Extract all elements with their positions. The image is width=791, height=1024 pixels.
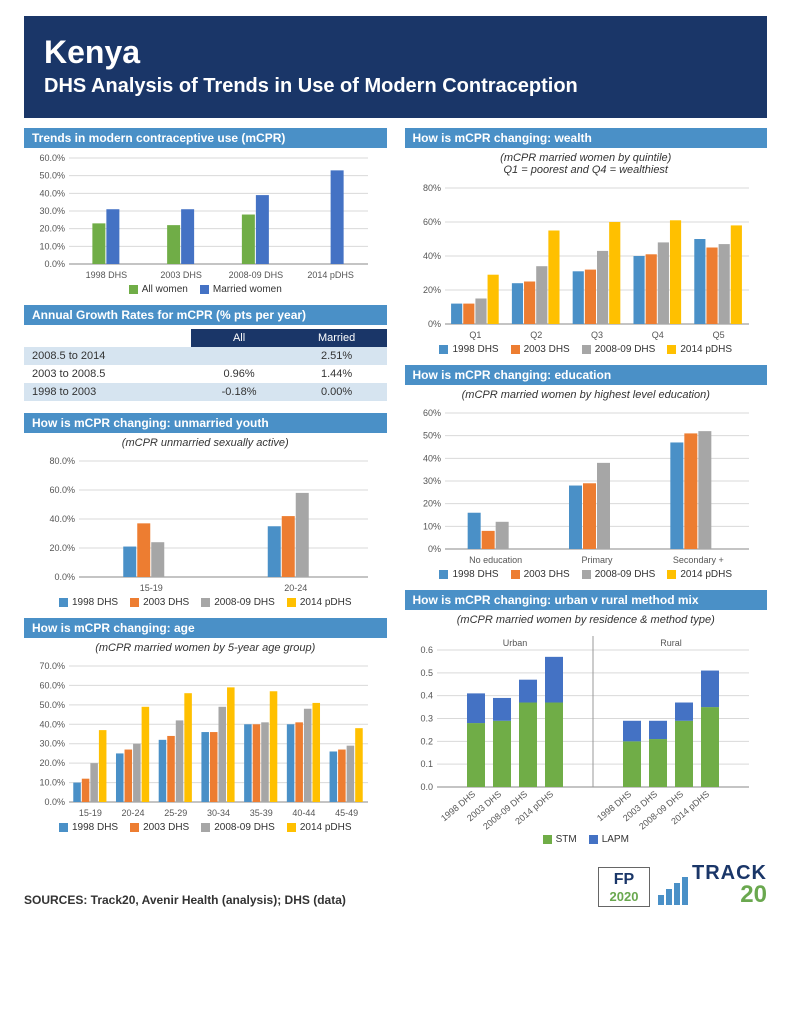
page-header: Kenya DHS Analysis of Trends in Use of M… bbox=[24, 16, 767, 118]
footer-logos: FP 2020 TRACK20 bbox=[598, 863, 767, 907]
page-footer: SOURCES: Track20, Avenir Health (analysi… bbox=[24, 863, 767, 907]
chart-youth: How is mCPR changing: unmarried youth (m… bbox=[24, 413, 387, 608]
svg-text:60%: 60% bbox=[422, 217, 440, 227]
svg-text:0.5: 0.5 bbox=[420, 668, 433, 678]
svg-text:40-44: 40-44 bbox=[292, 808, 315, 818]
svg-text:60.0%: 60.0% bbox=[49, 485, 75, 495]
svg-text:50.0%: 50.0% bbox=[39, 171, 65, 181]
content-columns: Trends in modern contraceptive use (mCPR… bbox=[24, 128, 767, 855]
svg-text:45-49: 45-49 bbox=[335, 808, 358, 818]
section-title: Trends in modern contraceptive use (mCPR… bbox=[24, 128, 387, 148]
track20-logo: TRACK20 bbox=[656, 863, 767, 907]
svg-text:40%: 40% bbox=[422, 453, 440, 463]
section-title: Annual Growth Rates for mCPR (% pts per … bbox=[24, 305, 387, 325]
section-title: How is mCPR changing: urban v rural meth… bbox=[405, 590, 768, 610]
chart-trends: Trends in modern contraceptive use (mCPR… bbox=[24, 128, 387, 295]
svg-text:30-34: 30-34 bbox=[207, 808, 230, 818]
svg-text:0.3: 0.3 bbox=[420, 714, 433, 724]
chart-wealth: How is mCPR changing: wealth (mCPR marri… bbox=[405, 128, 768, 355]
svg-text:15-19: 15-19 bbox=[79, 808, 102, 818]
section-title: How is mCPR changing: education bbox=[405, 365, 768, 385]
svg-text:40.0%: 40.0% bbox=[39, 188, 65, 198]
svg-text:30%: 30% bbox=[422, 476, 440, 486]
table-header-row: All Married bbox=[24, 329, 387, 347]
svg-text:10.0%: 10.0% bbox=[39, 778, 65, 788]
svg-text:Q5: Q5 bbox=[712, 330, 724, 340]
svg-text:25-29: 25-29 bbox=[164, 808, 187, 818]
svg-text:Q1: Q1 bbox=[469, 330, 481, 340]
svg-text:2003 DHS: 2003 DHS bbox=[160, 270, 202, 280]
svg-text:0%: 0% bbox=[427, 319, 440, 329]
section-title: How is mCPR changing: age bbox=[24, 618, 387, 638]
svg-text:20-24: 20-24 bbox=[284, 583, 307, 593]
svg-text:60.0%: 60.0% bbox=[39, 680, 65, 690]
svg-text:50%: 50% bbox=[422, 431, 440, 441]
growth-table-section: Annual Growth Rates for mCPR (% pts per … bbox=[24, 305, 387, 401]
svg-text:Q4: Q4 bbox=[651, 330, 663, 340]
svg-text:Q3: Q3 bbox=[590, 330, 602, 340]
svg-text:50.0%: 50.0% bbox=[39, 700, 65, 710]
svg-text:Rural: Rural bbox=[660, 638, 682, 648]
svg-text:10.0%: 10.0% bbox=[39, 241, 65, 251]
chart-subtitle: (mCPR unmarried sexually active) bbox=[24, 437, 387, 449]
svg-text:0%: 0% bbox=[427, 544, 440, 554]
chart-urban-rural: How is mCPR changing: urban v rural meth… bbox=[405, 590, 768, 845]
svg-text:0.1: 0.1 bbox=[420, 759, 433, 769]
fp2020-logo: FP 2020 bbox=[598, 867, 650, 907]
svg-text:0.0%: 0.0% bbox=[54, 572, 75, 582]
svg-text:No education: No education bbox=[469, 555, 522, 565]
svg-text:Q2: Q2 bbox=[530, 330, 542, 340]
svg-text:30.0%: 30.0% bbox=[39, 206, 65, 216]
chart-education: How is mCPR changing: education (mCPR ma… bbox=[405, 365, 768, 580]
svg-text:80.0%: 80.0% bbox=[49, 456, 75, 466]
svg-text:20%: 20% bbox=[422, 285, 440, 295]
svg-text:0.0%: 0.0% bbox=[44, 259, 65, 269]
svg-text:70.0%: 70.0% bbox=[39, 661, 65, 671]
page-subtitle: DHS Analysis of Trends in Use of Modern … bbox=[44, 75, 747, 98]
svg-text:2008-09 DHS: 2008-09 DHS bbox=[229, 270, 284, 280]
svg-text:Secondary +: Secondary + bbox=[672, 555, 723, 565]
svg-text:20.0%: 20.0% bbox=[39, 224, 65, 234]
section-title: How is mCPR changing: unmarried youth bbox=[24, 413, 387, 433]
chart-subtitle: (mCPR married women by residence & metho… bbox=[405, 614, 768, 626]
right-column: How is mCPR changing: wealth (mCPR marri… bbox=[405, 128, 768, 855]
svg-text:Primary: Primary bbox=[581, 555, 612, 565]
svg-text:40.0%: 40.0% bbox=[39, 719, 65, 729]
svg-text:80%: 80% bbox=[422, 183, 440, 193]
svg-text:2014 pDHS: 2014 pDHS bbox=[307, 270, 354, 280]
svg-text:0.0%: 0.0% bbox=[44, 797, 65, 807]
svg-text:0.6: 0.6 bbox=[420, 645, 433, 655]
chart-age: How is mCPR changing: age (mCPR married … bbox=[24, 618, 387, 833]
sources-text: SOURCES: Track20, Avenir Health (analysi… bbox=[24, 893, 346, 907]
svg-text:15-19: 15-19 bbox=[140, 583, 163, 593]
svg-text:35-39: 35-39 bbox=[250, 808, 273, 818]
svg-text:40.0%: 40.0% bbox=[49, 514, 75, 524]
svg-text:40%: 40% bbox=[422, 251, 440, 261]
chart-subtitle: (mCPR married women by quintile)Q1 = poo… bbox=[405, 152, 768, 176]
svg-text:0.4: 0.4 bbox=[420, 691, 433, 701]
growth-table: All Married 2008.5 to 20142.51%2003 to 2… bbox=[24, 329, 387, 401]
left-column: Trends in modern contraceptive use (mCPR… bbox=[24, 128, 387, 855]
svg-text:1998 DHS: 1998 DHS bbox=[86, 270, 128, 280]
svg-text:0.2: 0.2 bbox=[420, 736, 433, 746]
svg-text:60%: 60% bbox=[422, 408, 440, 418]
svg-text:20%: 20% bbox=[422, 499, 440, 509]
svg-text:Urban: Urban bbox=[502, 638, 527, 648]
svg-text:0.0: 0.0 bbox=[420, 782, 433, 792]
svg-text:10%: 10% bbox=[422, 521, 440, 531]
svg-text:30.0%: 30.0% bbox=[39, 739, 65, 749]
svg-text:20.0%: 20.0% bbox=[49, 543, 75, 553]
section-title: How is mCPR changing: wealth bbox=[405, 128, 768, 148]
chart-subtitle: (mCPR married women by 5-year age group) bbox=[24, 642, 387, 654]
chart-subtitle: (mCPR married women by highest level edu… bbox=[405, 389, 768, 401]
svg-text:60.0%: 60.0% bbox=[39, 153, 65, 163]
svg-text:20-24: 20-24 bbox=[122, 808, 145, 818]
svg-text:20.0%: 20.0% bbox=[39, 758, 65, 768]
country-title: Kenya bbox=[44, 34, 747, 71]
